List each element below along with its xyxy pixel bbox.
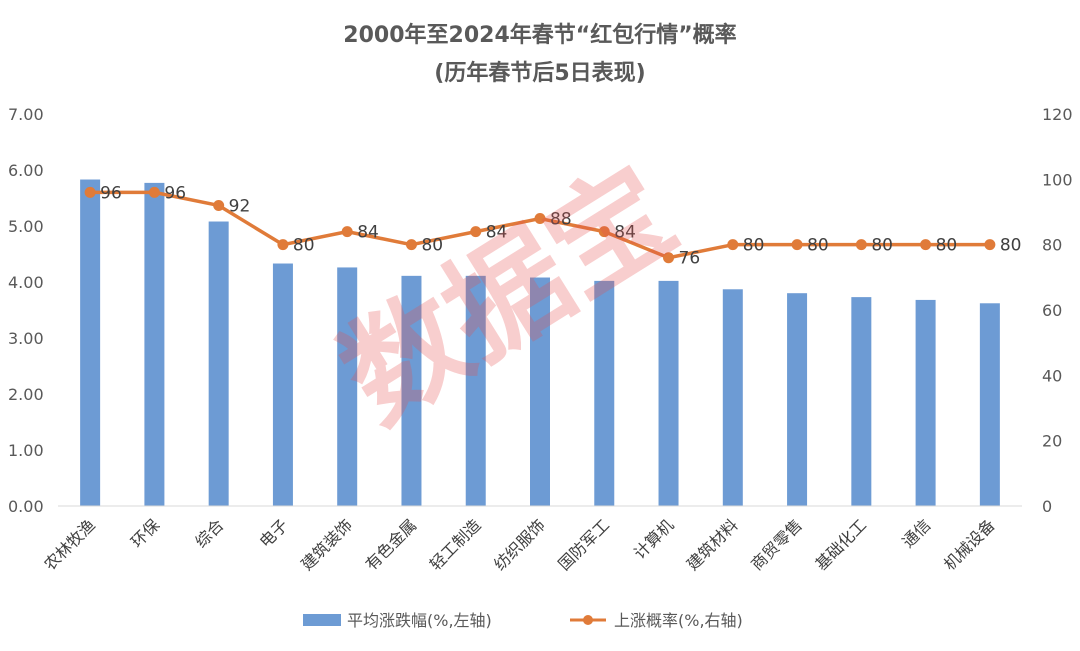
category-label: 商贸零售: [747, 515, 806, 574]
data-label: 84: [486, 223, 508, 243]
line-marker: [470, 226, 482, 238]
left-tick-label: 1.00: [8, 441, 44, 460]
category-label: 建筑装饰: [297, 515, 356, 574]
data-label: 80: [936, 236, 958, 256]
bar: [530, 277, 550, 506]
right-tick-label: 40: [1042, 366, 1062, 385]
bar: [594, 280, 615, 506]
bar: [851, 297, 872, 506]
data-label: 84: [357, 223, 379, 243]
line-marker: [341, 226, 353, 238]
left-axis: 0.00 1.00 2.00 3.00 4.00 5.00 6.00 7.00: [8, 105, 44, 516]
line-marker: [534, 213, 546, 225]
bar: [337, 267, 358, 506]
left-tick-label: 2.00: [8, 385, 44, 404]
chart-title: 2000年至2024年春节“红包行情”概率: [343, 22, 736, 48]
data-label: 80: [421, 236, 443, 256]
line-marker: [855, 239, 867, 251]
data-label: 88: [550, 210, 572, 230]
category-label: 农林牧渔: [40, 515, 99, 574]
right-tick-label: 120: [1042, 105, 1073, 124]
watermark: 数据宝: [319, 141, 698, 450]
left-tick-label: 4.00: [8, 273, 44, 292]
data-label: 80: [807, 236, 829, 256]
bar-series: [80, 179, 1000, 506]
line-series: 96 96 92 80 84 80 84 88 84 76 80 80 80 80 80: [84, 183, 1022, 269]
left-tick-label: 5.00: [8, 217, 44, 236]
bar: [465, 275, 486, 506]
line-marker: [663, 252, 675, 264]
right-tick-label: 60: [1042, 301, 1062, 320]
left-tick-label: 3.00: [8, 329, 44, 348]
bar: [208, 221, 229, 506]
chart-subtitle: (历年春节后5日表现): [434, 60, 645, 86]
right-tick-label: 20: [1042, 432, 1062, 451]
line-marker: [277, 239, 289, 251]
category-label: 计算机: [630, 515, 677, 562]
category-label: 通信: [898, 515, 934, 551]
line-marker: [791, 239, 803, 251]
bar: [979, 303, 1000, 506]
right-tick-label: 0: [1042, 497, 1052, 516]
data-label: 84: [614, 223, 636, 243]
right-tick-label: 100: [1042, 170, 1073, 189]
legend-bar-label: 平均涨跌幅(%,左轴): [347, 611, 492, 630]
line-marker: [984, 239, 996, 251]
data-label: 80: [871, 236, 893, 256]
line-marker: [598, 226, 610, 238]
bar: [401, 275, 422, 506]
data-label: 96: [100, 183, 122, 203]
bar: [722, 289, 743, 506]
category-label: 国防军工: [554, 515, 613, 574]
bar: [80, 179, 101, 506]
data-label: 80: [1000, 236, 1022, 256]
line-marker: [727, 239, 739, 251]
category-label: 轻工制造: [426, 515, 485, 574]
right-tick-label: 80: [1042, 236, 1062, 255]
left-tick-label: 0.00: [8, 497, 44, 516]
line-marker: [148, 186, 160, 198]
right-axis: 0 20 40 60 80 100 120: [1042, 105, 1073, 516]
bar: [658, 280, 679, 506]
data-label: 96: [164, 183, 186, 203]
left-tick-label: 6.00: [8, 161, 44, 180]
x-axis-labels: 农林牧渔 环保 综合 电子 建筑装饰 有色金属 轻工制造 纺织服饰 国防军工 计算机 建筑材料 商贸零…: [40, 515, 998, 574]
data-label: 80: [293, 236, 315, 256]
category-label: 有色金属: [362, 515, 421, 574]
bar: [272, 263, 293, 506]
legend-line-marker: [583, 615, 593, 625]
legend-bar-swatch: [303, 614, 341, 626]
category-label: 纺织服饰: [490, 515, 549, 574]
category-label: 基础化工: [811, 515, 870, 574]
line-marker: [920, 239, 932, 251]
left-tick-label: 7.00: [8, 105, 44, 124]
category-label: 环保: [127, 515, 163, 551]
category-label: 电子: [256, 515, 292, 551]
bar: [915, 299, 936, 506]
line-marker: [213, 199, 225, 211]
legend-line-label: 上涨概率(%,右轴): [614, 611, 743, 630]
legend: 平均涨跌幅(%,左轴) 上涨概率(%,右轴): [303, 611, 743, 630]
line-marker: [405, 239, 417, 251]
category-label: 建筑材料: [683, 515, 742, 574]
line-marker: [84, 186, 96, 198]
data-label: 80: [743, 236, 765, 256]
bar: [144, 182, 165, 506]
category-label: 机械设备: [940, 515, 999, 574]
category-label: 综合: [191, 515, 227, 551]
data-label: 92: [229, 196, 251, 216]
bar: [787, 293, 808, 506]
data-label: 76: [679, 249, 701, 269]
